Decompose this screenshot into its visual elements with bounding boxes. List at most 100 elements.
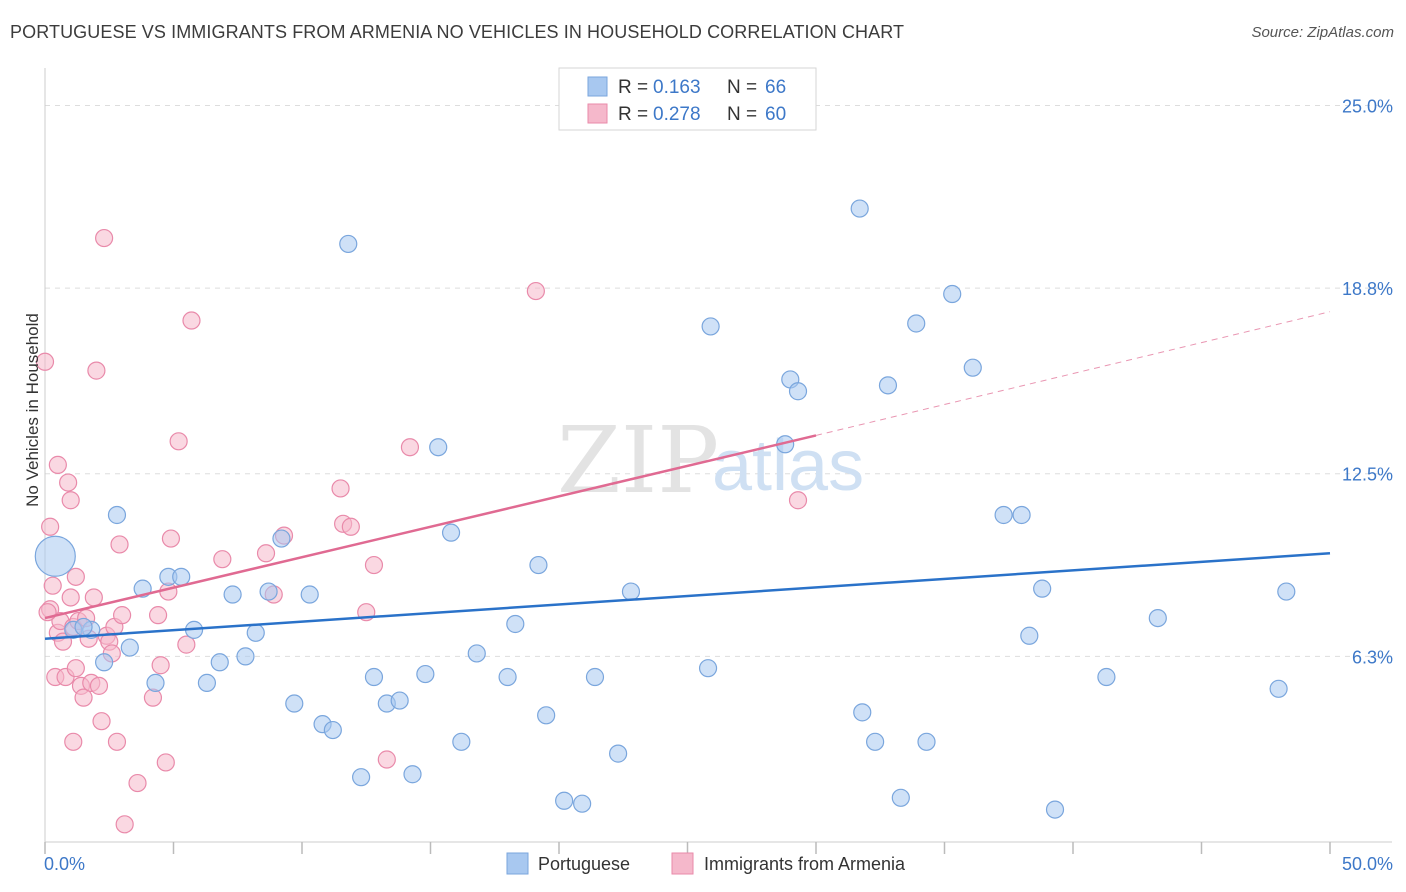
portuguese-point [1277,582,1296,601]
legend-n-value-1: 66 [765,77,786,98]
armenia-point [161,529,181,548]
portuguese-point [866,732,885,751]
source-credit: Source: ZipAtlas.com [1251,24,1394,41]
portuguese-point [1033,579,1052,598]
armenia-point [89,676,109,695]
legend-box: R = 0.163 N = 66 R = 0.278 N = 60 [558,67,817,131]
legend-n-label-2: N = [727,104,757,125]
portuguese-point [529,555,548,575]
portuguese-point [1020,626,1039,645]
legend-n-label-1: N = [727,77,757,98]
trend-line-portuguese [44,552,1331,640]
portuguese-point [573,794,592,813]
armenia-point [377,750,396,769]
armenia-point [169,432,188,451]
watermark-zip: ZIP [557,407,719,514]
portuguese-point [74,617,93,637]
series-armenia-points [35,228,808,834]
portuguese-point [994,505,1013,525]
portuguese-point [701,317,720,336]
armenia-point [92,712,111,731]
bottom-legend: Portuguese Immigrants from Armenia [506,852,906,875]
portuguese-point [917,732,936,751]
y-axis-label: No Vehicles in Household [23,313,42,507]
portuguese-point [197,673,217,693]
armenia-point [256,544,276,563]
portuguese-point [788,382,808,401]
portuguese-point [441,523,461,542]
y-tick-labels: 6.3% 12.5% 18.8% 25.0% [1342,96,1393,667]
armenia-point [331,479,350,498]
trend-line-armenia [44,434,817,620]
armenia-point [110,535,129,554]
armenia-point [151,656,170,675]
legend-n-value-2: 60 [765,104,786,125]
portuguese-point [555,791,574,810]
y-axis-label-wrap: No Vehicles in Household [14,130,44,690]
portuguese-point [452,732,471,751]
armenia-point [148,606,168,625]
portuguese-point [850,199,869,218]
portuguese-point [272,529,291,548]
armenia-point [74,688,93,707]
portuguese-point [621,582,641,601]
portuguese-point [498,667,517,687]
armenia-point [128,773,147,793]
x-tick-labels: 0.0% 50.0% [44,854,1393,874]
portuguese-point [853,703,872,722]
portuguese-point [34,535,76,577]
legend-swatch-armenia [587,103,608,124]
portuguese-point [120,638,139,657]
armenia-point [64,732,83,751]
armenia-point [177,635,196,654]
portuguese-point [236,647,255,666]
armenia-point [400,438,420,457]
portuguese-point [416,664,435,684]
portuguese-point [300,585,319,604]
bottom-legend-label-portuguese: Portuguese [538,854,630,874]
armenia-point [35,352,55,371]
portuguese-point [95,653,114,672]
bottom-legend-swatch-armenia [671,852,694,875]
portuguese-point [403,765,422,784]
axes [44,68,1392,854]
armenia-point [66,567,85,586]
portuguese-point [506,614,525,634]
portuguese-point [467,644,486,663]
portuguese-point [259,582,278,601]
portuguese-point [352,768,371,787]
armenia-point [115,815,134,834]
armenia-point [66,659,85,678]
portuguese-point [1045,800,1065,819]
portuguese-point [223,585,242,604]
portuguese-point [323,720,342,740]
legend-r-value-1: 0.163 [653,77,701,98]
portuguese-point [146,673,165,693]
armenia-point [61,491,80,510]
portuguese-point [107,505,127,525]
portuguese-point [364,667,384,687]
portuguese-point [1012,505,1031,525]
armenia-point [107,732,127,751]
armenia-point [213,550,232,569]
series-portuguese-points [34,199,1296,819]
portuguese-point [537,706,556,725]
armenia-point [341,517,360,536]
portuguese-point [609,744,628,763]
armenia-point [59,473,78,492]
gridlines [45,104,1392,657]
legend-r-label-1: R = [618,77,648,98]
chart-title: PORTUGUESE VS IMMIGRANTS FROM ARMENIA NO… [10,22,905,42]
legend-swatch-portuguese [587,76,608,97]
portuguese-point [339,234,358,254]
armenia-point [156,753,175,772]
portuguese-point [698,659,718,678]
x-tick-label-max: 50.0% [1342,854,1393,874]
y-tick-label-3: 25.0% [1342,96,1393,116]
portuguese-point [943,284,962,304]
armenia-point [788,491,808,510]
trend-lines [44,311,1331,640]
armenia-point [87,361,106,380]
portuguese-point [172,567,191,586]
armenia-point [95,228,114,248]
